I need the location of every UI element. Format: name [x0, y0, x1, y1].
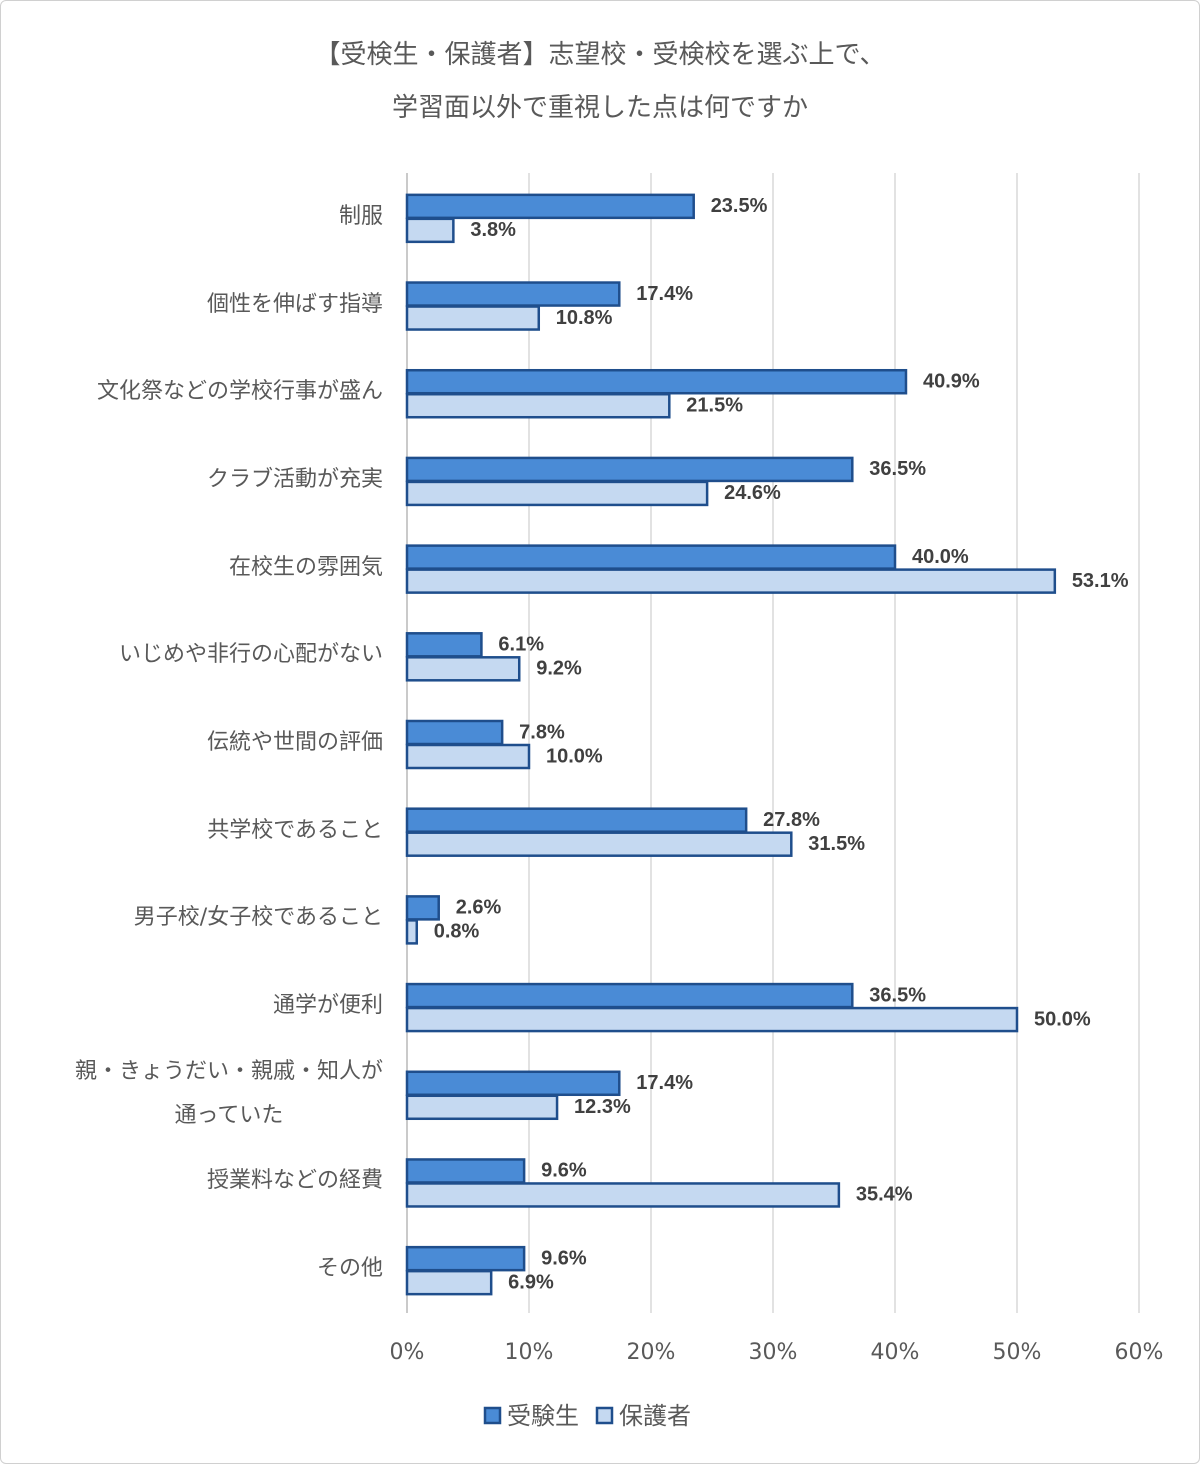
bar	[405, 632, 483, 658]
bar	[405, 1182, 841, 1208]
data-label: 40.0%	[912, 546, 969, 568]
x-tick-label: 50%	[993, 1340, 1042, 1365]
y-tick-label: その他	[316, 1256, 383, 1282]
data-label: 31.5%	[808, 833, 865, 855]
data-label: 7.8%	[519, 721, 565, 743]
data-label: 53.1%	[1072, 570, 1129, 592]
legend-swatch	[595, 1406, 614, 1425]
data-label: 3.8%	[470, 219, 516, 241]
data-label: 10.0%	[546, 745, 603, 767]
data-label: 17.4%	[636, 1072, 693, 1094]
data-label: 9.6%	[541, 1247, 587, 1269]
data-label: 27.8%	[763, 809, 820, 831]
legend-label: 保護者	[619, 1402, 691, 1430]
y-tick-label: 共学校であること	[207, 817, 383, 843]
bar	[405, 1094, 559, 1121]
data-label: 6.9%	[508, 1271, 554, 1293]
data-label: 12.3%	[574, 1096, 631, 1118]
data-label: 9.6%	[541, 1160, 587, 1182]
bar	[405, 392, 671, 419]
bar	[405, 305, 541, 331]
y-tick-label: 男子校/女子校であること	[133, 905, 383, 931]
data-label: 40.9%	[923, 371, 980, 393]
bar	[405, 568, 1057, 594]
x-tick-label: 30%	[749, 1340, 798, 1365]
x-tick-label: 60%	[1115, 1340, 1164, 1365]
data-label: 50.0%	[1034, 1008, 1091, 1030]
bar	[405, 719, 504, 746]
x-tick-label: 0%	[390, 1340, 425, 1365]
y-tick-label: クラブ活動が充実	[206, 466, 383, 492]
data-label: 6.1%	[498, 634, 544, 656]
bar	[405, 1070, 621, 1097]
bar	[405, 544, 897, 570]
y-tick-label: 授業料などの経費	[206, 1168, 383, 1194]
legend-swatch	[483, 1406, 502, 1425]
data-label: 35.4%	[856, 1184, 913, 1206]
bar	[405, 456, 854, 483]
chart-title: 【受検生・保護者】志望校・受検校を選ぶ上で、 学習面以外で重視した点は何ですか	[314, 40, 886, 123]
y-tick-label: 伝統や世間の評価	[206, 730, 383, 755]
data-label: 10.8%	[556, 307, 613, 329]
data-label: 17.4%	[636, 283, 693, 305]
y-tick-label: 親・きょうだい・親戚・知人が 通っていた	[74, 1058, 383, 1128]
bar	[405, 919, 419, 945]
y-tick-label: 文化祭などの学校行事が盛ん	[96, 379, 383, 405]
bar	[405, 480, 709, 507]
bar	[405, 1245, 526, 1272]
y-tick-label: 制服	[338, 203, 383, 229]
data-label: 21.5%	[686, 395, 743, 417]
x-tick-label: 10%	[505, 1340, 554, 1365]
bar	[405, 1006, 1019, 1033]
data-label: 23.5%	[711, 195, 768, 217]
data-label: 9.2%	[536, 658, 582, 680]
bar	[405, 895, 440, 921]
data-label: 0.8%	[434, 921, 480, 943]
bar	[405, 807, 748, 833]
bar	[405, 1269, 493, 1296]
y-tick-label: 通学が便利	[272, 993, 383, 1019]
data-label: 24.6%	[724, 482, 781, 504]
bar	[405, 982, 854, 1009]
bar	[405, 1158, 526, 1184]
y-tick-label: いじめや非行の心配がない	[118, 642, 383, 668]
bar	[405, 656, 521, 682]
data-label: 36.5%	[869, 984, 926, 1006]
bar	[405, 217, 455, 244]
legend-label: 受験生	[507, 1402, 579, 1430]
bar	[405, 281, 621, 307]
bar	[405, 193, 695, 220]
bar	[405, 743, 531, 770]
x-tick-label: 40%	[871, 1340, 920, 1365]
data-label: 36.5%	[869, 458, 926, 480]
y-tick-label: 個性を伸ばす指導	[206, 291, 383, 317]
bar	[405, 831, 793, 857]
data-label: 2.6%	[456, 897, 502, 919]
x-tick-label: 20%	[627, 1340, 676, 1365]
bar	[405, 368, 908, 395]
y-tick-label: 在校生の雰囲気	[228, 554, 383, 580]
